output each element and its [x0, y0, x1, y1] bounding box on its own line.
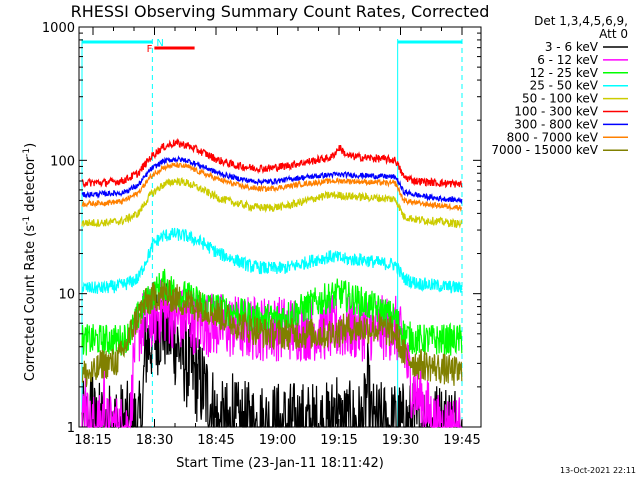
x-tick-label: 19:00 [259, 433, 296, 448]
x-tick-label: 18:30 [136, 433, 173, 448]
series-line-7 [81, 161, 463, 212]
annotation-label-N: N [156, 38, 163, 49]
y-axis-label: Corrected Count Rate (s-1 detector-1) [22, 143, 38, 381]
legend-label: 25 - 50 keV [530, 79, 599, 93]
legend-header-line-1: Det 1,3,4,5,6,9, [534, 14, 628, 28]
series-line-3 [81, 227, 463, 294]
x-axis-ticks: 18:15 18:30 18:45 19:00 19:15 19:30 19:45 [74, 27, 481, 448]
x-tick-label: 19:45 [443, 433, 480, 448]
footer-timestamp: 13-Oct-2021 22:11 [560, 466, 636, 475]
legend-label: 300 - 800 keV [514, 117, 598, 131]
y-tick-label: 1000 [42, 21, 75, 36]
legend-label: 50 - 100 keV [522, 92, 599, 106]
annotation-label-F: F [147, 44, 153, 55]
y-tick-label: 100 [50, 154, 75, 169]
x-axis-label: Start Time (23-Jan-11 18:11:42) [176, 456, 384, 471]
y-tick-label: 1 [67, 421, 75, 436]
legend-label: 12 - 25 keV [530, 66, 599, 80]
legend-header-line-2: Att 0 [599, 27, 628, 41]
series-line-8 [81, 279, 463, 388]
y-tick-label: 10 [58, 288, 75, 303]
x-tick-label: 18:15 [74, 433, 111, 448]
y-axis-ticks: 1 10 100 1000 [42, 21, 481, 436]
legend-label: 7000 - 15000 keV [491, 143, 598, 157]
x-tick-label: 19:15 [320, 433, 357, 448]
legend-label: 6 - 12 keV [537, 53, 599, 67]
legend-label: 3 - 6 keV [545, 40, 599, 54]
series-line-0 [81, 283, 463, 430]
chart-title: RHESSI Observing Summary Count Rates, Co… [71, 2, 490, 21]
annotation-bars: NF [82, 38, 462, 55]
x-tick-label: 18:45 [197, 433, 234, 448]
series-lines [81, 137, 463, 430]
series-line-5 [81, 137, 463, 189]
x-tick-label: 19:30 [382, 433, 419, 448]
vertical-marker-lines [81, 39, 463, 427]
series-line-4 [81, 176, 463, 229]
legend-label: 800 - 7000 keV [507, 130, 599, 144]
legend-label: 100 - 300 keV [514, 105, 598, 119]
series-line-6 [81, 155, 463, 205]
